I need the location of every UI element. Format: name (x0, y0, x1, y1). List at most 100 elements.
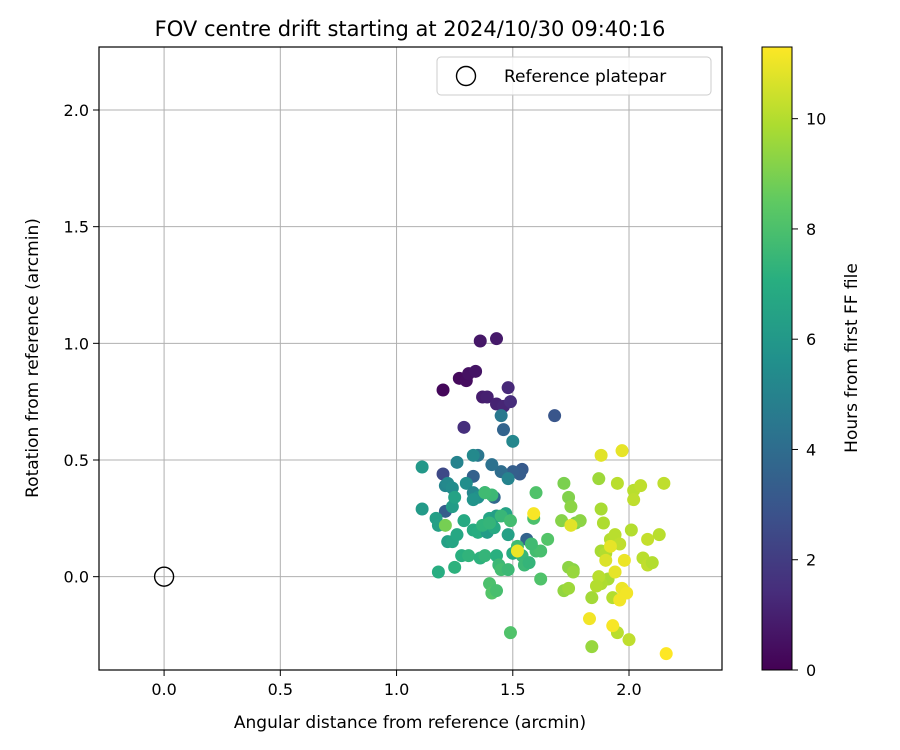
data-point (436, 383, 450, 397)
data-point (610, 476, 624, 490)
data-point (624, 523, 638, 537)
data-point (494, 409, 508, 423)
data-point (448, 490, 462, 504)
data-point (415, 502, 429, 516)
data-point (431, 565, 445, 579)
data-point (459, 476, 473, 490)
data-point (548, 409, 562, 423)
colorbar-tick-label: 10 (806, 110, 826, 129)
y-tick-label: 1.5 (64, 218, 89, 237)
data-point (534, 572, 548, 586)
data-point (503, 626, 517, 640)
data-point (457, 514, 471, 528)
colorbar-ticks: 0 2 4 6 8 10 (792, 110, 826, 680)
data-point (594, 502, 608, 516)
data-point (564, 500, 578, 514)
data-point (627, 493, 641, 507)
data-point (485, 458, 499, 472)
colorbar: 0 2 4 6 8 10 Hours from first FF file (761, 46, 862, 680)
colorbar-label: Hours from first FF file (842, 263, 862, 453)
grid-lines (99, 47, 722, 670)
y-axis-label: Rotation from reference (arcmin) (23, 218, 43, 498)
legend-marker (455, 65, 477, 87)
data-point (415, 460, 429, 474)
reference-platepar-marker (153, 566, 175, 587)
data-point (529, 486, 543, 500)
colorbar-gradient (761, 46, 793, 671)
x-axis-label: Angular distance from reference (arcmin) (234, 713, 586, 733)
data-point (592, 472, 606, 486)
x-tick-label: 0.0 (151, 680, 176, 699)
y-tick-label: 2.0 (64, 101, 89, 120)
data-point (615, 444, 629, 458)
x-tick-label: 1.5 (500, 680, 525, 699)
data-point (483, 516, 497, 530)
data-point (503, 514, 517, 528)
data-point (490, 332, 504, 346)
data-point (506, 434, 520, 448)
data-points (415, 332, 673, 661)
y-tick-label: 0.0 (64, 568, 89, 587)
data-point (645, 556, 659, 570)
data-point (582, 612, 596, 626)
data-point (480, 390, 494, 404)
reference-marker-group (153, 566, 175, 587)
data-point (589, 579, 603, 593)
data-point (599, 553, 613, 567)
data-point (541, 532, 555, 546)
data-point (557, 476, 571, 490)
data-point (562, 581, 576, 595)
data-point (448, 560, 462, 574)
data-point (501, 472, 515, 486)
data-point (450, 528, 464, 542)
data-point (594, 448, 608, 462)
data-point (585, 591, 599, 605)
data-point (527, 507, 541, 521)
data-point (534, 544, 548, 558)
data-point (608, 565, 622, 579)
data-point (564, 518, 578, 532)
data-point (657, 476, 671, 490)
x-tick-label: 1.0 (384, 680, 409, 699)
data-point (478, 549, 492, 563)
data-point (466, 448, 480, 462)
plot-frame (98, 46, 723, 671)
legend: Reference platepar (436, 56, 712, 96)
colorbar-tick-label: 8 (806, 220, 816, 239)
colorbar-tick-label: 0 (806, 661, 816, 680)
data-point (450, 455, 464, 469)
y-tick-label: 0.5 (64, 451, 89, 470)
data-point (469, 364, 483, 378)
data-point (524, 537, 538, 551)
legend-entry-reference: Reference platepar (504, 67, 666, 87)
colorbar-tick-label: 2 (806, 551, 816, 570)
data-point (622, 633, 636, 647)
data-point (613, 593, 627, 607)
data-point (510, 544, 524, 558)
data-point (501, 563, 515, 577)
legend-box (436, 56, 712, 96)
data-point (634, 479, 648, 493)
data-point (566, 565, 580, 579)
data-point (641, 532, 655, 546)
x-axis-ticks: 0.0 0.5 1.0 1.5 2.0 (151, 670, 642, 699)
y-tick-label: 1.0 (64, 334, 89, 353)
data-point (496, 423, 510, 437)
data-point (501, 528, 515, 542)
data-point (478, 486, 492, 500)
data-point (606, 619, 620, 633)
data-point (490, 584, 504, 598)
data-point (596, 516, 610, 530)
x-tick-label: 0.5 (268, 680, 293, 699)
y-axis-ticks: 0.0 0.5 1.0 1.5 2.0 (64, 101, 99, 587)
data-point (617, 553, 631, 567)
data-point (457, 420, 471, 434)
data-point (438, 518, 452, 532)
data-point (585, 640, 599, 654)
data-point (466, 493, 480, 507)
x-tick-label: 2.0 (616, 680, 641, 699)
data-point (603, 539, 617, 553)
data-point (652, 528, 666, 542)
data-point (473, 334, 487, 348)
